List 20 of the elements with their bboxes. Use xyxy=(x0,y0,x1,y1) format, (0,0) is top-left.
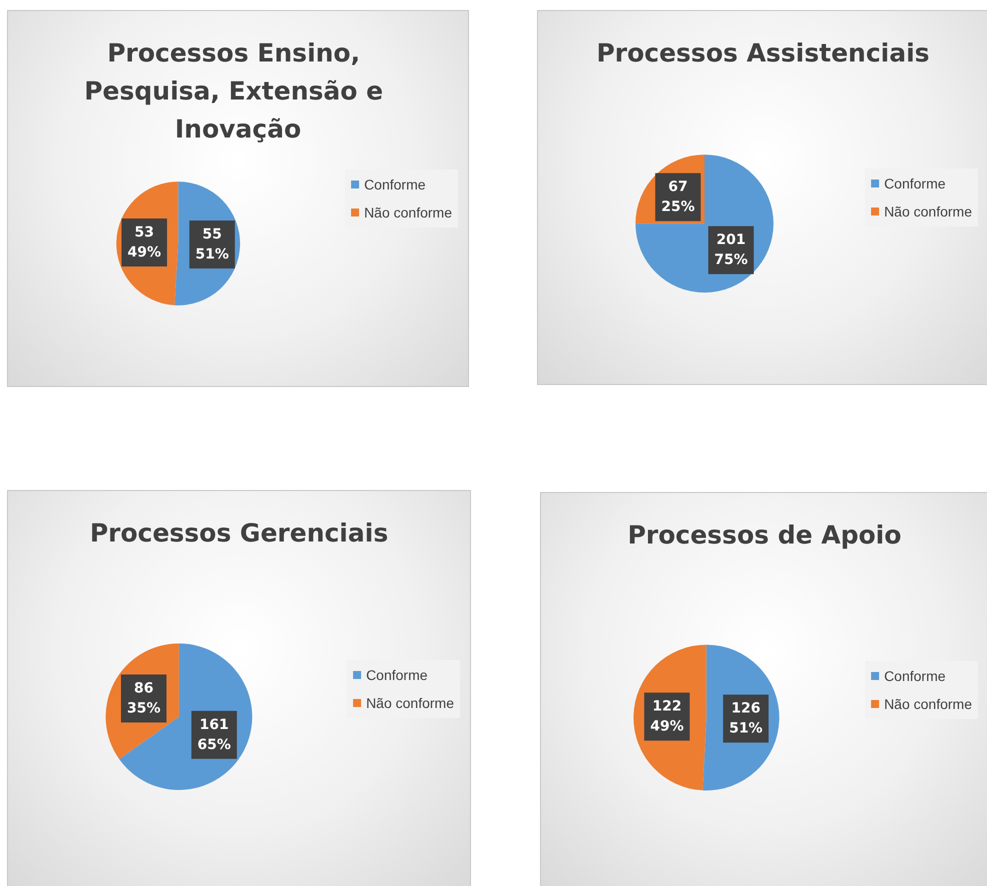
chart-title: Processos Assistenciais xyxy=(596,38,930,68)
legend-label: Conforme xyxy=(364,176,426,192)
data-label: 201 75% xyxy=(714,232,748,268)
chart-title: Processos Gerenciais xyxy=(90,518,388,548)
legend-label: Conforme xyxy=(884,176,946,192)
legend-label: Não conforme xyxy=(366,695,454,711)
data-label: 86 35% xyxy=(126,680,160,717)
data-label: 126 51% xyxy=(729,700,763,737)
legend-label: Não conforme xyxy=(884,696,972,712)
data-label: 122 49% xyxy=(650,698,684,735)
chart-title: Processos Ensino, Pesquisa, Extensão e Inovação xyxy=(84,38,392,144)
legend-label: Não conforme xyxy=(364,204,452,220)
legend-label: Não conforme xyxy=(884,204,972,220)
data-label: 67 25% xyxy=(661,179,695,216)
data-label: 55 51% xyxy=(195,226,229,262)
legend-label: Conforme xyxy=(366,667,428,683)
data-label: 161 65% xyxy=(197,716,231,753)
chart-title: Processos de Apoio xyxy=(628,520,902,550)
legend-label: Conforme xyxy=(884,668,946,684)
data-label: 53 49% xyxy=(128,224,162,261)
